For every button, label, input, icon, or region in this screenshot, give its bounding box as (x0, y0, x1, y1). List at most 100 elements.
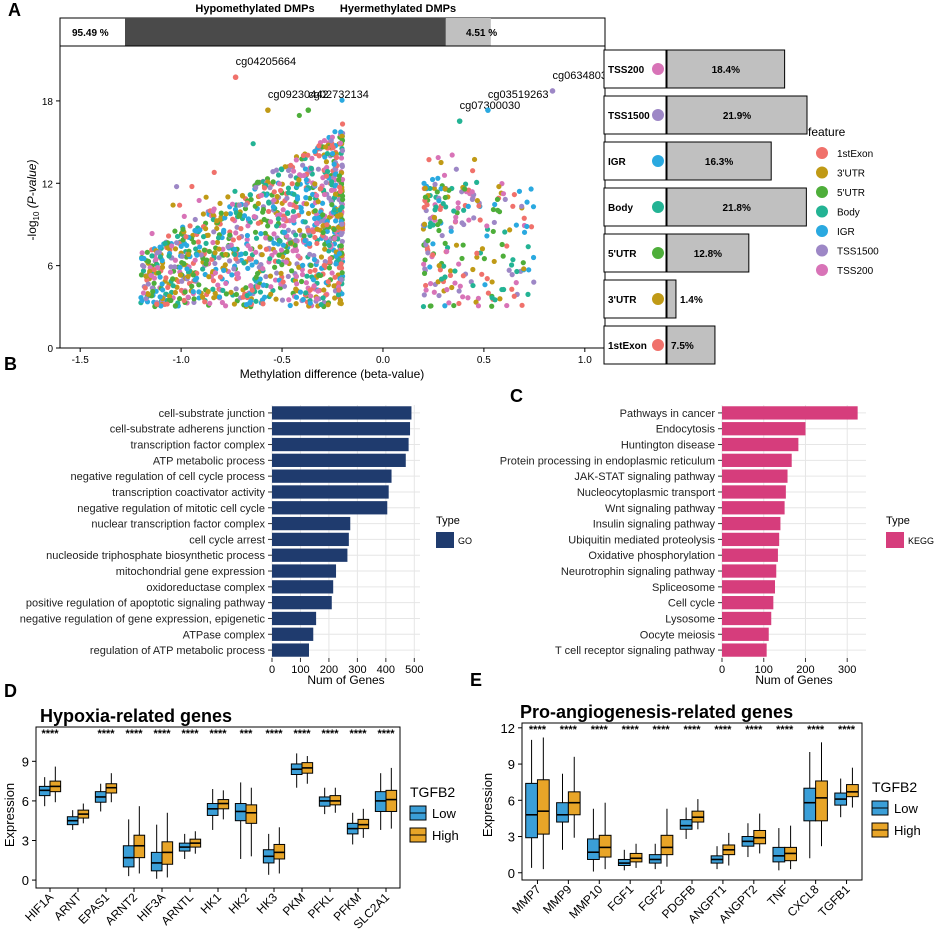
x-tick-label: 0 (269, 664, 275, 676)
y-tick-label: 0 (508, 866, 515, 881)
volcano-point (299, 271, 306, 278)
volcano-point (170, 202, 176, 208)
volcano-point (285, 167, 292, 174)
volcano-point (427, 303, 433, 309)
volcano-point (423, 282, 429, 289)
box-low (556, 802, 569, 823)
y-tick-label: 3 (508, 830, 515, 845)
box-high (245, 804, 258, 824)
volcano-point (496, 209, 503, 215)
volcano-point (311, 283, 317, 289)
volcano-point (276, 181, 283, 187)
volcano-point (499, 241, 505, 248)
volcano-point (339, 221, 345, 227)
volcano-point (325, 302, 331, 308)
volcano-point (216, 255, 222, 261)
bar (722, 516, 781, 531)
volcano-point (253, 249, 259, 255)
volcano-point (321, 137, 328, 144)
volcano-point (336, 287, 342, 293)
volcano-point (449, 284, 455, 291)
volcano-point (168, 264, 174, 270)
x-tick-label: 300 (348, 664, 366, 676)
volcano-point (312, 234, 318, 241)
go-x-label: Num of Genes (307, 673, 384, 687)
volcano-point (294, 181, 301, 187)
volcano-point (312, 148, 318, 154)
volcano-point (145, 291, 151, 297)
volcano-point (287, 201, 293, 207)
volcano-point (147, 268, 153, 274)
bar (722, 627, 769, 641)
category-label: Protein processing in endoplasmic reticu… (500, 455, 715, 467)
volcano-point (244, 237, 250, 243)
volcano-point (313, 192, 320, 199)
volcano-point (471, 156, 478, 163)
bar (722, 501, 785, 515)
box-low (803, 787, 817, 822)
angiogenesis-boxplot: Pro-angiogenesis-related genes Expressio… (480, 702, 921, 926)
angiogenesis-title: Pro-angiogenesis-related genes (520, 702, 793, 722)
volcano-point (193, 246, 199, 252)
volcano-point (508, 262, 515, 268)
volcano-point (211, 295, 217, 301)
volcano-y-label: -log10 (P-value) (25, 160, 41, 241)
significance-mark: **** (97, 728, 115, 740)
volcano-point (180, 226, 186, 232)
volcano-point (260, 266, 266, 272)
volcano-point (210, 212, 216, 218)
gene-label: PFKL (305, 890, 336, 921)
volcano-point (151, 280, 157, 286)
volcano-point (426, 157, 432, 163)
volcano-point (477, 217, 483, 223)
category-label: oxidoreductase complex (146, 582, 265, 594)
category-label: Neurotrophin signaling pathway (561, 566, 716, 578)
bar (722, 580, 776, 594)
volcano-point (305, 152, 311, 158)
feature-label: IGR (608, 157, 627, 168)
volcano-point (285, 210, 291, 217)
volcano-point (236, 213, 242, 219)
volcano-point (251, 213, 257, 220)
annotated-point (232, 74, 239, 81)
volcano-point (255, 200, 261, 207)
volcano-point (149, 253, 155, 259)
volcano-point (139, 250, 145, 256)
kegg-legend-swatch (886, 532, 904, 548)
feature-legend-label: 5'UTR (837, 188, 865, 199)
volcano-point (253, 274, 259, 280)
volcano-point (507, 227, 513, 233)
volcano-point (485, 290, 491, 296)
volcano-point (244, 292, 250, 299)
volcano-point (311, 256, 318, 263)
volcano-point (194, 252, 200, 258)
volcano-point (222, 303, 229, 309)
volcano-point (424, 202, 430, 208)
feature-label: 3'UTR (608, 295, 637, 306)
bar (272, 516, 351, 531)
volcano-point (482, 282, 488, 288)
volcano-point (506, 267, 512, 273)
volcano-point (328, 187, 335, 193)
volcano-point (192, 257, 198, 263)
volcano-point (306, 241, 313, 247)
hypoxia-legend-title: TGFB2 (410, 784, 455, 800)
probe-annotation: cg09230442 (268, 89, 329, 101)
volcano-point (267, 256, 273, 262)
volcano-point (221, 267, 227, 273)
x-tick-label: 200 (796, 664, 814, 676)
volcano-point (150, 288, 156, 295)
bar (272, 532, 349, 547)
volcano-point (287, 302, 293, 309)
volcano-point (151, 267, 157, 273)
volcano-point (155, 264, 161, 271)
box-high (385, 789, 398, 812)
volcano-point (312, 215, 318, 222)
feature-legend-label: TSS1500 (837, 247, 879, 258)
volcano-point (484, 276, 490, 282)
feature-value-label: 16.3% (705, 157, 733, 168)
volcano-point (255, 284, 261, 290)
category-label: Lysosome (665, 613, 715, 625)
volcano-point (327, 255, 333, 262)
volcano-point (421, 270, 428, 276)
